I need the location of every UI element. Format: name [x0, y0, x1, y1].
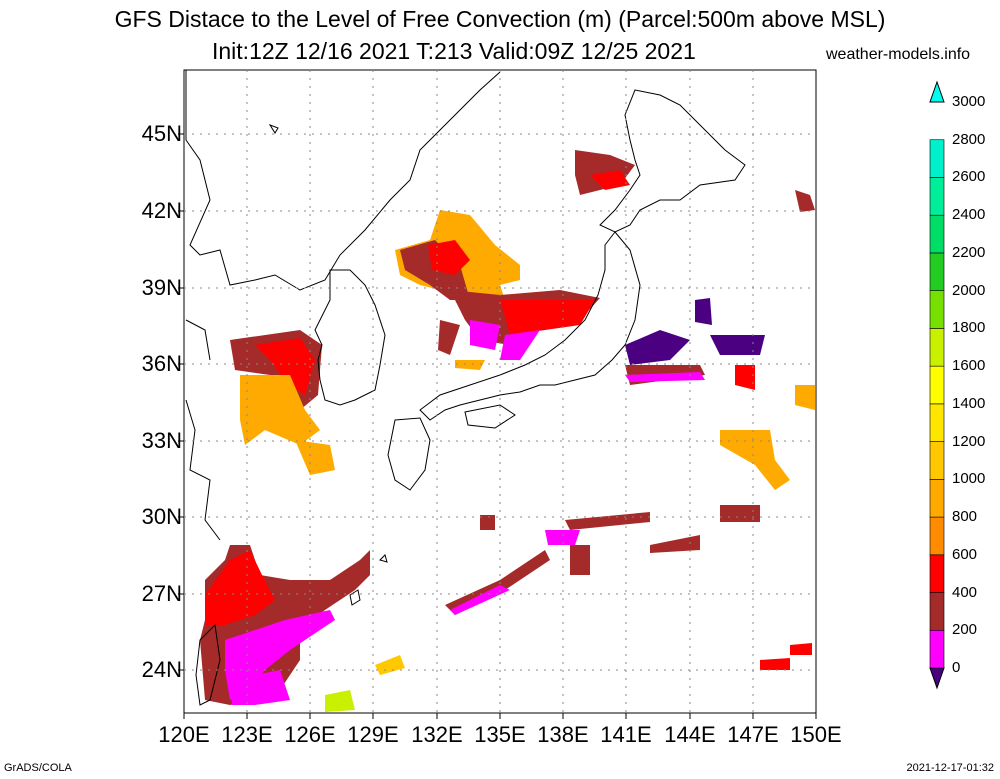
colorbar-bin-1: [929, 629, 945, 669]
coastlines: [185, 70, 746, 706]
colorbar-label: 0: [952, 659, 961, 676]
colorbar-bin-2: [929, 592, 945, 631]
colorbar-label: 800: [952, 508, 978, 526]
colorbar-bin-3: [929, 554, 945, 593]
lon-label-120e: 120E: [158, 722, 210, 747]
colorbar-bin-7: [929, 403, 945, 442]
lat-label-42n: 42N: [141, 198, 182, 223]
colorbar-bin-14: [929, 139, 945, 178]
lat-label-39n: 39N: [141, 275, 182, 300]
colorbar-bin-13: [929, 177, 945, 216]
colorbar-bin-8: [929, 365, 945, 405]
colorbar-label: 3000: [952, 93, 986, 110]
map-title: GFS Distace to the Level of Free Convect…: [114, 6, 886, 32]
lon-label-135e: 135E: [474, 722, 526, 747]
colorbar-bin-9: [929, 328, 945, 367]
lon-label-147e: 147E: [727, 722, 779, 747]
colorbar-label: 600: [952, 545, 978, 563]
colorbar-bin-0: [929, 667, 945, 690]
lon-label-123e: 123E: [221, 722, 273, 747]
colorbar-label: 2000: [952, 281, 986, 299]
lon-label-144e: 144E: [664, 722, 716, 747]
colorbar-bin-4: [929, 516, 945, 556]
lat-label-45n: 45N: [141, 121, 182, 146]
site-credit: weather-models.info: [826, 46, 971, 63]
footer-credit: GrADS/COLA: [4, 762, 72, 774]
lon-label-132e: 132E: [411, 722, 463, 747]
colorbar-label: 1600: [952, 357, 986, 375]
lat-label-27n: 27N: [141, 581, 182, 606]
graticule: [184, 70, 816, 713]
axis-ticks: [178, 133, 817, 719]
lon-label-129e: 129E: [347, 722, 399, 747]
colorbar-label: 2200: [952, 243, 986, 261]
colorbar-label: 2400: [952, 206, 986, 224]
colorbar-bin-12: [929, 214, 945, 254]
colorbar-label: 2800: [952, 130, 986, 148]
footer-timestamp: 2021-12-17-01:32: [906, 762, 994, 774]
colorbar-label: 1800: [952, 319, 986, 337]
colorbar-label: 200: [952, 621, 978, 639]
colorbar: [929, 80, 945, 690]
lon-label-150e: 150E: [790, 722, 842, 747]
colorbar-label: 1000: [952, 470, 986, 488]
lat-label-24n: 24N: [141, 657, 182, 682]
map-subtitle: Init:12Z 12/16 2021 T:213 Valid:09Z 12/2…: [212, 38, 696, 64]
colorbar-label: 400: [952, 583, 978, 601]
colorbar-label: 2600: [952, 168, 986, 186]
colorbar-label: 1400: [952, 394, 986, 412]
colorbar-label: 1200: [952, 432, 986, 450]
colorbar-bin-11: [929, 252, 945, 291]
lat-label-33n: 33N: [141, 428, 182, 453]
colorbar-bin-10: [929, 290, 945, 329]
lon-label-141e: 141E: [600, 722, 652, 747]
lat-label-36n: 36N: [141, 351, 182, 376]
colorbar-bin-6: [929, 441, 945, 480]
lon-label-138e: 138E: [537, 722, 589, 747]
lat-label-30n: 30N: [141, 504, 182, 529]
lon-label-126e: 126E: [284, 722, 336, 747]
colorbar-bin-15: [929, 80, 945, 103]
colorbar-bin-5: [929, 479, 945, 518]
